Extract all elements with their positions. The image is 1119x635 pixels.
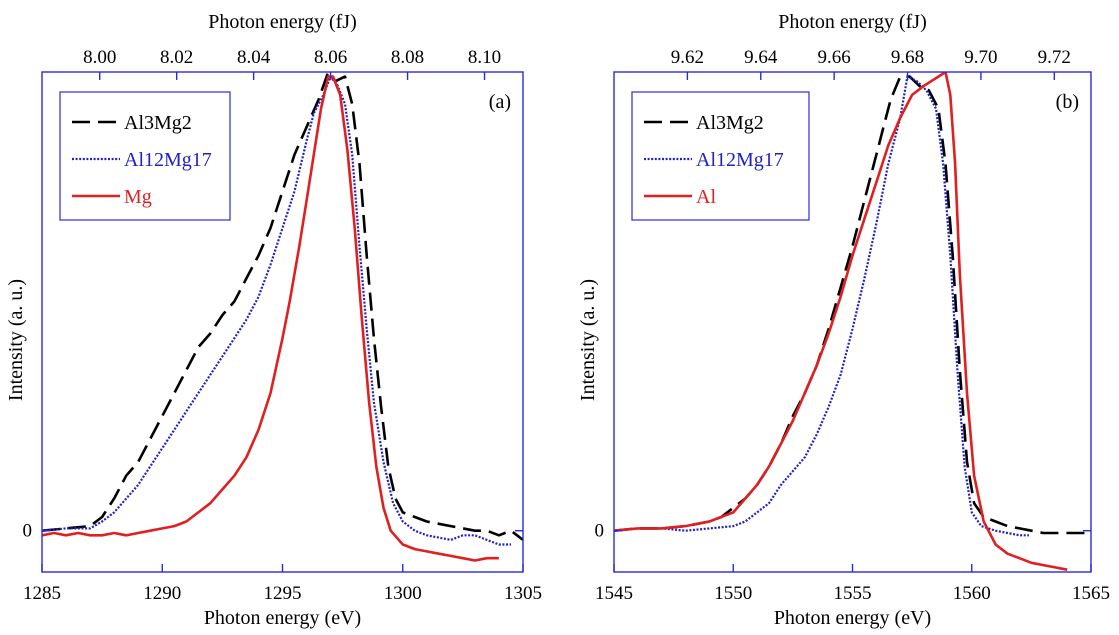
x-tick-label: 1290 — [143, 583, 181, 604]
x-tick-label: 1565 — [1072, 583, 1110, 604]
top-x-tick-label: 9.70 — [964, 47, 997, 68]
top-x-tick-label: 9.62 — [671, 47, 704, 68]
x-tick-label: 1300 — [384, 583, 422, 604]
top-x-axis-label: Photon energy (fJ) — [778, 11, 927, 33]
top-x-tick-label: 8.06 — [314, 47, 347, 68]
legend-label-al12mg17: Al12Mg17 — [124, 149, 212, 171]
x-tick-label: 1285 — [23, 583, 61, 604]
chart-panel-1: 1285 1290 1295 1300 1305 8.00 8.02 8.04 8.06 8.08… — [5, 11, 542, 629]
y-axis-label: Intensity (a. u.) — [577, 279, 599, 401]
legend-label-al: Al — [696, 186, 716, 208]
x-tick-label: 1305 — [504, 583, 542, 604]
top-x-tick-label: 8.08 — [391, 47, 424, 68]
panel-label: (b) — [1056, 91, 1079, 113]
top-x-tick-label: 9.64 — [744, 47, 778, 68]
top-x-tick-label: 8.00 — [83, 47, 116, 68]
top-x-tick-label: 9.72 — [1038, 47, 1071, 68]
y-axis-label: Intensity (a. u.) — [5, 279, 27, 401]
x-axis-label: Photon energy (eV) — [204, 607, 361, 629]
x-tick-label: 1295 — [264, 583, 302, 604]
series-line-al — [614, 72, 1068, 571]
chart-panel-2: 1545 1550 1555 1560 1565 9.62 9.64 9.66 9.68 9.70… — [577, 11, 1110, 629]
top-x-tick-label: 9.68 — [891, 47, 924, 68]
x-tick-label: 1555 — [834, 583, 872, 604]
top-x-tick-label: 8.10 — [468, 47, 501, 68]
y-tick-label: 0 — [23, 521, 33, 542]
top-x-tick-label: 8.02 — [160, 47, 193, 68]
x-axis-label: Photon energy (eV) — [774, 607, 931, 629]
legend-label-al3mg2: Al3Mg2 — [696, 112, 764, 134]
legend: Al3Mg2 Al12Mg17 Al — [631, 91, 810, 221]
y-tick-label: 0 — [595, 521, 605, 542]
panel-label: (a) — [489, 91, 511, 113]
top-x-tick-label: 9.66 — [818, 47, 851, 68]
legend-label-al3mg2: Al3Mg2 — [124, 112, 192, 134]
legend-box — [59, 91, 231, 221]
series-line-al3mg2 — [42, 72, 523, 541]
legend-box — [631, 91, 810, 221]
legend-label-mg: Mg — [124, 186, 152, 208]
series-line-mg — [42, 75, 499, 562]
legend: Al3Mg2 Al12Mg17 Mg — [59, 91, 231, 221]
legend-label-al12mg17: Al12Mg17 — [696, 149, 784, 171]
series-line-al12mg17 — [614, 75, 1029, 537]
top-x-axis-label: Photon energy (fJ) — [208, 11, 357, 33]
top-x-tick-label: 8.04 — [237, 47, 271, 68]
x-tick-label: 1545 — [595, 583, 633, 604]
x-tick-label: 1550 — [714, 583, 752, 604]
x-tick-label: 1560 — [953, 583, 991, 604]
